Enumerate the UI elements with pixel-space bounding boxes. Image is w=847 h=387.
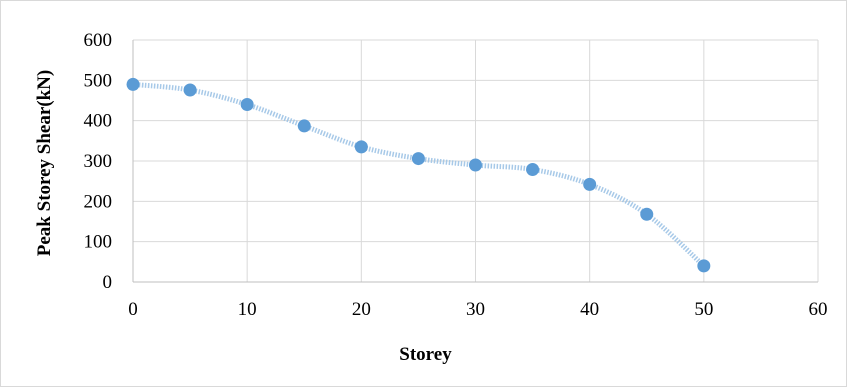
x-tick-label: 60 (809, 299, 828, 320)
y-tick-label: 600 (84, 30, 113, 51)
data-point (240, 98, 254, 112)
data-point (469, 158, 482, 172)
x-tick-label: 10 (238, 299, 257, 320)
y-tick-label: 200 (84, 191, 113, 212)
y-tick-label: 100 (84, 232, 113, 253)
y-tick-label: 500 (84, 70, 113, 91)
x-tick-label: 0 (128, 299, 138, 320)
data-point (126, 77, 140, 91)
tick-labels: 0 100 200 300 400 500 600 0 10 20 30 40 50 60 (84, 30, 828, 320)
data-point (640, 207, 654, 221)
x-tick-label: 30 (466, 299, 485, 320)
data-point (411, 152, 425, 166)
data-point (183, 83, 197, 97)
x-axis-title: Storey (399, 344, 452, 365)
data-points (126, 77, 711, 273)
x-tick-label: 50 (694, 299, 713, 320)
y-tick-label: 0 (103, 272, 113, 293)
y-tick-label: 300 (84, 151, 113, 172)
gridlines (133, 39, 819, 282)
data-point (697, 259, 711, 273)
x-tick-label: 20 (352, 299, 371, 320)
data-point (354, 140, 368, 154)
data-point (297, 119, 311, 133)
x-tick-label: 40 (580, 299, 599, 320)
data-point (526, 162, 540, 176)
y-tick-label: 400 (84, 111, 113, 132)
data-point (583, 177, 597, 191)
y-axis-title: Peak Storey Shear(kN) (34, 70, 55, 256)
